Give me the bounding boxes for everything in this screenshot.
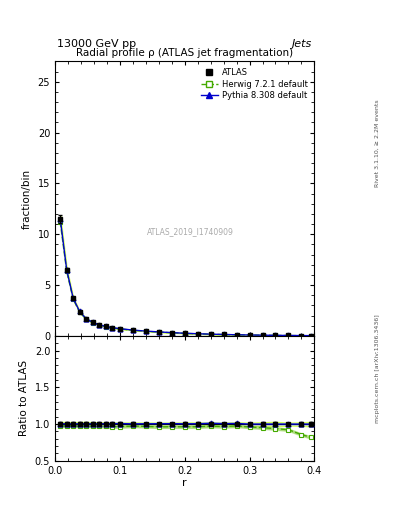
Y-axis label: Ratio to ATLAS: Ratio to ATLAS	[19, 360, 29, 436]
Title: Radial profile ρ (ATLAS jet fragmentation): Radial profile ρ (ATLAS jet fragmentatio…	[76, 48, 293, 58]
Legend: ATLAS, Herwig 7.2.1 default, Pythia 8.308 default: ATLAS, Herwig 7.2.1 default, Pythia 8.30…	[198, 66, 310, 102]
Text: Jets: Jets	[292, 38, 312, 49]
Y-axis label: fraction/bin: fraction/bin	[22, 168, 32, 229]
Text: mcplots.cern.ch [arXiv:1306.3436]: mcplots.cern.ch [arXiv:1306.3436]	[375, 314, 380, 423]
Text: 13000 GeV pp: 13000 GeV pp	[57, 38, 136, 49]
X-axis label: r: r	[182, 478, 187, 488]
Text: ATLAS_2019_I1740909: ATLAS_2019_I1740909	[147, 227, 233, 236]
Text: Rivet 3.1.10, ≥ 2.2M events: Rivet 3.1.10, ≥ 2.2M events	[375, 99, 380, 187]
